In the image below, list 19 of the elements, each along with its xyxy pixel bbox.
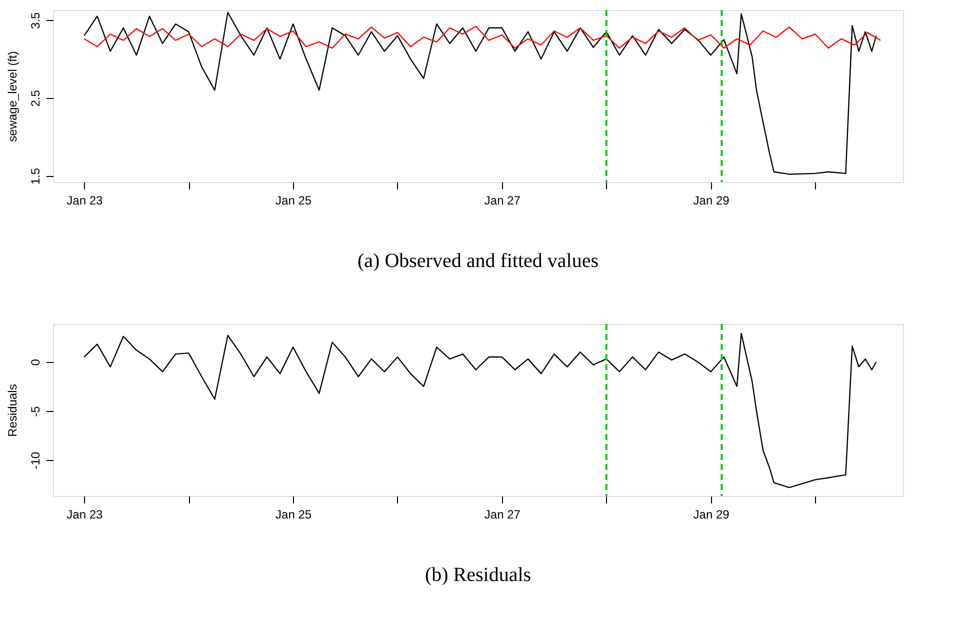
x-tick-label: Jan 29 [693, 508, 730, 522]
line-series [84, 26, 882, 49]
x-tick-label: Jan 27 [484, 508, 521, 522]
text: (b) Residuals [424, 564, 532, 586]
y-tick-label: 2.5 [28, 90, 42, 107]
y-axis-title: sewage_level (ft) [6, 51, 20, 142]
x-tick-label: Jan 25 [276, 508, 312, 522]
x-tick-label: Jan 29 [693, 194, 730, 208]
y-tick-label: 1.5 [28, 168, 42, 185]
x-tick-label: Jan 27 [484, 194, 521, 208]
y-tick-label: -5 [28, 406, 42, 417]
x-tick-label: Jan 23 [66, 194, 104, 208]
y-tick-label: 3.5 [28, 12, 42, 29]
text: (a) Observed and fitted values [357, 250, 599, 272]
y-tick-label: 0 [28, 358, 42, 366]
x-tick-label: Jan 25 [276, 194, 312, 208]
x-tick-label: Jan 23 [66, 508, 104, 522]
y-tick-label: -10 [28, 452, 42, 470]
y-axis-title: Residuals [6, 384, 20, 437]
